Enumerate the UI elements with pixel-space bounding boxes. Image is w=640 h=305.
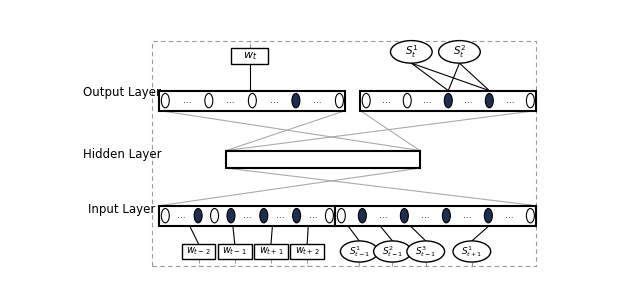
Ellipse shape (292, 209, 301, 223)
Ellipse shape (337, 209, 346, 223)
Text: $w_{t-2}$: $w_{t-2}$ (186, 245, 211, 257)
Text: ...: ... (379, 211, 388, 220)
Text: ...: ... (270, 96, 278, 105)
Ellipse shape (401, 209, 408, 223)
Text: $S_t^1$: $S_t^1$ (404, 44, 418, 60)
Text: $S_{t-1}^{2}$: $S_{t-1}^{2}$ (382, 244, 403, 259)
Text: Output Layer: Output Layer (83, 86, 161, 99)
FancyBboxPatch shape (227, 150, 420, 168)
Text: ...: ... (177, 211, 186, 220)
Ellipse shape (526, 93, 534, 108)
Ellipse shape (260, 209, 268, 223)
FancyBboxPatch shape (291, 244, 324, 259)
Text: $w_{t-1}$: $w_{t-1}$ (223, 245, 247, 257)
Text: ...: ... (463, 211, 472, 220)
Ellipse shape (403, 93, 412, 108)
Text: Input Layer: Input Layer (88, 203, 156, 216)
Text: ...: ... (465, 96, 473, 105)
Text: $S_t^2$: $S_t^2$ (453, 44, 466, 60)
Text: ...: ... (506, 96, 514, 105)
Ellipse shape (205, 93, 213, 108)
Ellipse shape (407, 241, 445, 262)
FancyBboxPatch shape (360, 91, 536, 111)
Ellipse shape (358, 209, 366, 223)
Text: ...: ... (243, 211, 252, 220)
Ellipse shape (374, 241, 412, 262)
Ellipse shape (326, 209, 333, 223)
Ellipse shape (211, 209, 218, 223)
Ellipse shape (485, 93, 493, 108)
Text: $w_t$: $w_t$ (243, 50, 257, 62)
Ellipse shape (335, 93, 344, 108)
Text: $w_{t+1}$: $w_{t+1}$ (259, 245, 284, 257)
FancyBboxPatch shape (254, 244, 288, 259)
Text: ...: ... (383, 96, 391, 105)
Text: $S_{t-1}^{3}$: $S_{t-1}^{3}$ (415, 244, 436, 259)
Text: ...: ... (227, 96, 235, 105)
Ellipse shape (340, 241, 378, 262)
Ellipse shape (161, 209, 170, 223)
Ellipse shape (444, 93, 452, 108)
Text: $w_{t+2}$: $w_{t+2}$ (295, 245, 319, 257)
Ellipse shape (227, 209, 235, 223)
Text: ...: ... (308, 211, 317, 220)
FancyBboxPatch shape (182, 244, 216, 259)
Text: ...: ... (276, 211, 285, 220)
Ellipse shape (362, 93, 370, 108)
Ellipse shape (438, 41, 480, 63)
Ellipse shape (526, 209, 534, 223)
Ellipse shape (194, 209, 202, 223)
Text: $S_{t+1}^{1}$: $S_{t+1}^{1}$ (461, 244, 483, 259)
FancyBboxPatch shape (218, 244, 252, 259)
Ellipse shape (161, 93, 170, 108)
Text: ...: ... (421, 211, 429, 220)
Text: Hidden Layer: Hidden Layer (83, 148, 161, 160)
Ellipse shape (442, 209, 451, 223)
FancyBboxPatch shape (159, 206, 536, 226)
FancyBboxPatch shape (159, 91, 346, 111)
Text: ...: ... (505, 211, 514, 220)
Text: ...: ... (183, 96, 191, 105)
Ellipse shape (248, 93, 257, 108)
Text: $S_{t-1}^{1}$: $S_{t-1}^{1}$ (349, 244, 370, 259)
Ellipse shape (292, 93, 300, 108)
Ellipse shape (453, 241, 491, 262)
Ellipse shape (484, 209, 492, 223)
Text: ...: ... (424, 96, 432, 105)
Ellipse shape (390, 41, 432, 63)
Text: ...: ... (314, 96, 322, 105)
FancyBboxPatch shape (231, 48, 269, 64)
